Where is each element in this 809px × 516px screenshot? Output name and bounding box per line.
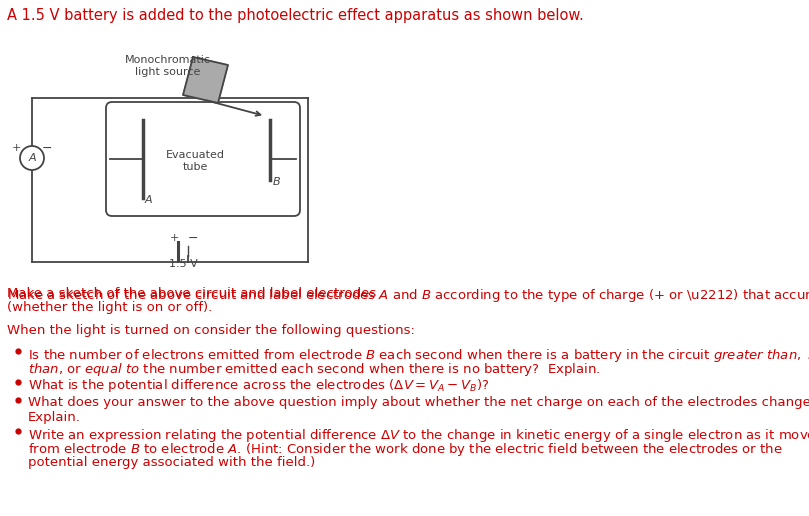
Text: −: − bbox=[188, 232, 198, 245]
Text: Is the number of electrons emitted from electrode $\mathit{B}$ each second when : Is the number of electrons emitted from … bbox=[28, 347, 809, 363]
Text: Make a sketch of the above circuit and label electrodes: Make a sketch of the above circuit and l… bbox=[7, 287, 380, 300]
Text: Evacuated
tube: Evacuated tube bbox=[166, 150, 225, 172]
Text: A: A bbox=[145, 195, 153, 205]
Text: Write an expression relating the potential difference $\Delta V$ to the change i: Write an expression relating the potenti… bbox=[28, 427, 809, 444]
Text: Make a sketch of the above circuit and label electrodes $\mathit{A}$ and $\mathi: Make a sketch of the above circuit and l… bbox=[7, 287, 809, 304]
Text: B: B bbox=[273, 177, 281, 187]
FancyBboxPatch shape bbox=[106, 102, 300, 216]
Text: +: + bbox=[11, 143, 21, 153]
Text: $\mathit{than}$, or $\mathit{equal\ to}$ the number emitted each second when the: $\mathit{than}$, or $\mathit{equal\ to}$… bbox=[28, 361, 600, 378]
Polygon shape bbox=[183, 57, 228, 103]
Text: (whether the light is on or off).: (whether the light is on or off). bbox=[7, 301, 212, 314]
Text: potential energy associated with the field.): potential energy associated with the fie… bbox=[28, 456, 316, 469]
Circle shape bbox=[20, 146, 44, 170]
Text: What is the potential difference across the electrodes ($\Delta V = V_A - V_B$)?: What is the potential difference across … bbox=[28, 378, 489, 395]
Text: Explain.: Explain. bbox=[28, 411, 81, 424]
Text: Monochromatic
light source: Monochromatic light source bbox=[125, 55, 211, 76]
Text: +: + bbox=[169, 233, 179, 243]
Text: A 1.5 V battery is added to the photoelectric effect apparatus as shown below.: A 1.5 V battery is added to the photoele… bbox=[7, 8, 584, 23]
Text: from electrode $\mathit{B}$ to electrode $\mathit{A}$. (Hint: Consider the work : from electrode $\mathit{B}$ to electrode… bbox=[28, 442, 783, 459]
Text: 1.5 V: 1.5 V bbox=[168, 259, 197, 269]
Text: What does your answer to the above question imply about whether the net charge o: What does your answer to the above quest… bbox=[28, 396, 809, 409]
Text: When the light is turned on consider the following questions:: When the light is turned on consider the… bbox=[7, 324, 415, 337]
Text: A: A bbox=[28, 153, 36, 163]
Text: −: − bbox=[42, 141, 53, 154]
